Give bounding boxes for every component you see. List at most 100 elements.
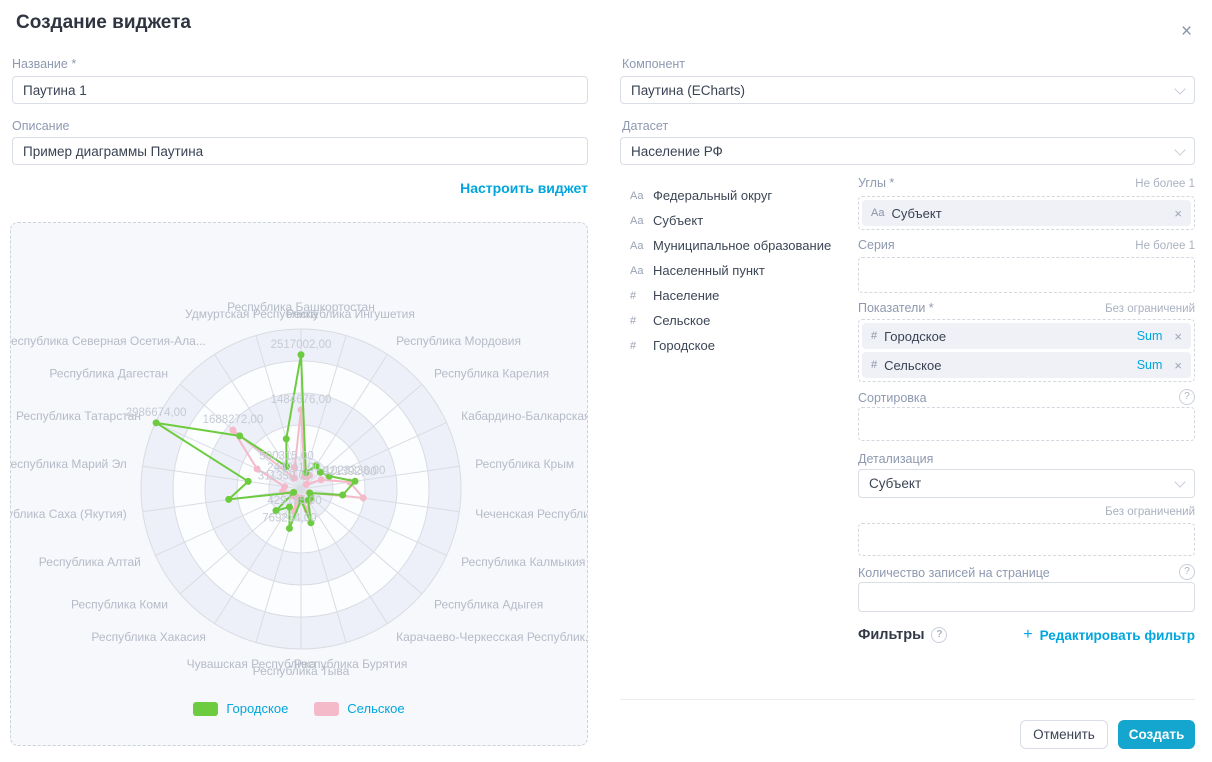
data-point[interactable]: [272, 507, 280, 515]
data-point[interactable]: [285, 524, 293, 532]
detail-select[interactable]: Субъект: [858, 469, 1195, 498]
data-point[interactable]: [253, 465, 261, 473]
remove-chip-icon[interactable]: ×: [1174, 328, 1182, 344]
data-point[interactable]: [225, 495, 233, 503]
aggregation-selector[interactable]: Sum: [1136, 358, 1163, 372]
create-button[interactable]: Создать: [1118, 720, 1195, 749]
edit-filter-link[interactable]: + Редактировать фильтр: [1023, 626, 1195, 644]
svg-text:Республика Алтай: Республика Алтай: [39, 555, 141, 569]
number-type-icon: #: [630, 289, 637, 302]
series-drop-area[interactable]: [858, 257, 1195, 293]
data-point[interactable]: [302, 469, 310, 477]
indicators-drop-area[interactable]: # Городское Sum × # Сельское Sum ×: [858, 319, 1195, 382]
svg-text:Республика Дагестан: Республика Дагестан: [49, 367, 168, 381]
data-point[interactable]: [325, 472, 333, 480]
data-point[interactable]: [291, 464, 299, 472]
data-point[interactable]: [317, 476, 325, 484]
name-input[interactable]: [12, 76, 588, 104]
indicator-chip-rural[interactable]: # Сельское Sum ×: [862, 352, 1191, 378]
data-point[interactable]: [307, 519, 315, 527]
sorting-label: Сортировка: [858, 391, 927, 405]
data-point[interactable]: [339, 491, 347, 499]
string-type-icon: Aa: [630, 264, 644, 277]
help-icon[interactable]: ?: [931, 627, 948, 643]
limit-drop-area[interactable]: [858, 523, 1195, 556]
svg-text:1688272,00: 1688272,00: [203, 414, 264, 426]
data-point[interactable]: [244, 477, 252, 485]
svg-text:2517002,00: 2517002,00: [271, 339, 332, 351]
help-icon[interactable]: ?: [1179, 564, 1195, 580]
field-item-rural[interactable]: # Сельское: [630, 313, 710, 328]
limit-hint: Без ограничений: [1105, 506, 1195, 518]
field-item-municipality[interactable]: Aa Муниципальное образование: [630, 238, 831, 253]
filters-label-text: Фильтры: [858, 627, 925, 643]
field-item-settlement[interactable]: Aa Населенный пункт: [630, 263, 765, 278]
widget-preview: Республика Башкортостан Республика Ингуше…: [10, 222, 588, 746]
data-point[interactable]: [236, 432, 244, 440]
number-type-icon: #: [630, 339, 637, 352]
svg-text:Республика Адыгея: Республика Адыгея: [434, 597, 543, 611]
field-item-urban[interactable]: # Городское: [630, 338, 715, 353]
component-select[interactable]: Паутина (ECharts): [620, 76, 1195, 104]
aggregation-selector[interactable]: Sum: [1136, 329, 1163, 343]
indicator-chip-urban[interactable]: # Городское Sum ×: [862, 323, 1191, 349]
page-title: Создание виджета: [16, 12, 191, 33]
field-item-label: Сельское: [653, 313, 711, 328]
data-point[interactable]: [282, 435, 290, 443]
data-point[interactable]: [304, 496, 312, 504]
data-point[interactable]: [312, 462, 320, 470]
data-point[interactable]: [297, 496, 305, 504]
svg-text:1484676,00: 1484676,00: [271, 394, 332, 406]
name-label: Название *: [12, 57, 77, 71]
data-point[interactable]: [359, 494, 367, 502]
angles-drop-area[interactable]: Aa Субъект ×: [858, 196, 1195, 230]
data-point[interactable]: [290, 488, 298, 496]
legend-swatch-urban-icon: [193, 701, 219, 716]
svg-text:244911,00: 244911,00: [267, 462, 321, 474]
page-size-input[interactable]: [858, 582, 1195, 612]
field-item-population[interactable]: # Население: [630, 288, 719, 303]
legend-item-urban[interactable]: Городское: [193, 701, 288, 716]
plus-icon: +: [1023, 626, 1033, 643]
description-input[interactable]: [12, 137, 588, 165]
remove-chip-icon[interactable]: ×: [1174, 357, 1182, 373]
data-point[interactable]: [152, 419, 160, 427]
indicators-limit-hint: Без ограничений: [1105, 303, 1195, 315]
description-label: Описание: [12, 119, 70, 133]
data-point[interactable]: [290, 474, 298, 482]
help-icon[interactable]: ?: [1179, 389, 1195, 405]
field-item-federal-district[interactable]: Aa Федеральный округ: [630, 188, 772, 203]
cancel-button[interactable]: Отменить: [1020, 720, 1108, 749]
field-item-label: Население: [653, 288, 720, 303]
data-point[interactable]: [351, 477, 359, 485]
svg-text:Чеченская Республика: Чеченская Республика: [475, 507, 587, 521]
field-item-label: Городское: [653, 338, 715, 353]
sorting-drop-area[interactable]: [858, 407, 1195, 441]
remove-chip-icon[interactable]: ×: [1174, 205, 1182, 221]
data-point[interactable]: [302, 480, 310, 488]
indicators-label: Показатели *: [858, 301, 934, 315]
data-point[interactable]: [297, 351, 305, 359]
string-type-icon: Aa: [630, 214, 644, 227]
series-limit-hint: Не более 1: [1135, 240, 1195, 252]
angles-chip-subject[interactable]: Aa Субъект ×: [862, 200, 1191, 226]
field-item-label: Муниципальное образование: [653, 238, 832, 253]
close-icon[interactable]: ×: [1181, 21, 1193, 42]
filters-label: Фильтры ?: [858, 627, 948, 643]
svg-text:Республика Саха (Якутия): Республика Саха (Якутия): [11, 507, 127, 521]
field-item-subject[interactable]: Aa Субъект: [630, 213, 703, 228]
data-point[interactable]: [316, 468, 324, 476]
data-point[interactable]: [285, 503, 293, 511]
legend-item-rural[interactable]: Сельское: [314, 701, 405, 716]
dataset-select[interactable]: Население РФ: [620, 137, 1195, 165]
data-point[interactable]: [281, 483, 289, 491]
angles-limit-hint: Не более 1: [1135, 178, 1195, 190]
data-point[interactable]: [283, 463, 291, 471]
data-point[interactable]: [229, 426, 237, 434]
svg-text:500315,00: 500315,00: [259, 451, 313, 463]
svg-text:Чувашская Республика: Чувашская Республика: [187, 657, 317, 671]
configure-widget-link[interactable]: Настроить виджет: [460, 180, 588, 196]
